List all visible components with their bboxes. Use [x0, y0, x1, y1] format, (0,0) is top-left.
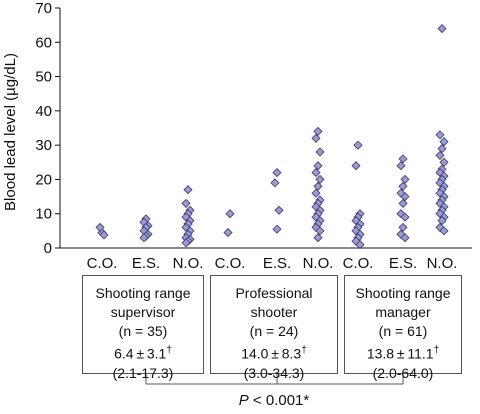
data-point	[435, 150, 445, 160]
dagger-mark: †	[433, 345, 440, 356]
data-point	[437, 144, 447, 154]
data-point	[398, 181, 408, 191]
data-point	[398, 198, 408, 208]
data-point	[437, 216, 447, 226]
group-name-line1: Shooting range	[95, 285, 191, 301]
y-tick-label: 50	[35, 69, 52, 86]
group-box-supervisor: Shooting range supervisor (n = 35) 6.4 ±…	[82, 275, 204, 381]
data-point	[396, 188, 406, 198]
category-label: C.O.	[87, 255, 118, 272]
data-point	[439, 137, 449, 147]
data-point	[435, 130, 445, 140]
data-point	[313, 233, 323, 243]
y-tick-label: 40	[35, 103, 52, 120]
data-point	[313, 161, 323, 171]
data-point	[400, 233, 410, 243]
data-point	[274, 205, 284, 215]
data-point	[439, 157, 449, 167]
category-label: C.O.	[343, 255, 374, 272]
data-point	[400, 212, 410, 222]
data-point	[355, 240, 365, 250]
category-label: C.O.	[215, 255, 246, 272]
group-name-line1: Shooting range	[355, 285, 451, 301]
data-point	[181, 198, 191, 208]
data-point	[435, 198, 445, 208]
data-point	[396, 161, 406, 171]
y-tick-label: 20	[35, 171, 52, 188]
y-axis-label: Blood lead level (µg/dL)	[2, 53, 19, 211]
data-point	[351, 161, 361, 171]
data-point	[181, 222, 191, 232]
data-point	[225, 209, 235, 219]
data-point	[99, 230, 109, 240]
p-value-text: < 0.001*	[248, 392, 310, 409]
data-point	[311, 188, 321, 198]
group-mean: 14.0 ± 8.3	[241, 345, 302, 362]
data-point	[270, 178, 280, 188]
data-point	[311, 168, 321, 178]
y-tick-label: 70	[35, 0, 52, 17]
group-name-line2: shooter	[250, 304, 298, 320]
data-point	[181, 238, 191, 248]
data-point	[353, 140, 363, 150]
data-point	[439, 226, 449, 236]
data-point	[181, 212, 191, 222]
data-point	[435, 222, 445, 232]
group-box-manager: Shooting range manager (n = 61) 13.8 ± 1…	[344, 275, 462, 381]
group-name-line2: manager	[375, 304, 431, 320]
data-point	[311, 133, 321, 143]
group-name-line1: Professional	[235, 285, 313, 301]
data-point	[396, 229, 406, 239]
group-mean: 6.4 ± 3.1	[114, 345, 167, 362]
data-point	[398, 222, 408, 232]
data-point	[313, 181, 323, 191]
group-box-professional-shooter: Professional shooter (n = 24) 14.0 ± 8.3…	[210, 275, 338, 381]
y-tick-label: 60	[35, 34, 52, 51]
data-point	[272, 224, 282, 234]
y-ticks: 0 10 20 30 40 50 60 70	[35, 0, 60, 257]
data-point	[315, 226, 325, 236]
y-tick-label: 30	[35, 137, 52, 154]
data-point	[313, 126, 323, 136]
group-n: (n = 35)	[118, 323, 168, 339]
group-bracket	[145, 374, 404, 385]
y-tick-label: 0	[44, 240, 52, 257]
data-point	[315, 174, 325, 184]
data-point	[351, 236, 361, 246]
group-name-line2: supervisor	[110, 304, 176, 320]
data-point	[315, 147, 325, 157]
data-point	[400, 174, 410, 184]
group-n: (n = 24)	[249, 323, 299, 339]
category-label: N.O.	[427, 255, 458, 272]
group-mean: 13.8 ± 11.1	[366, 345, 434, 362]
data-points	[95, 24, 449, 250]
p-value-label: P < 0.001*	[0, 392, 480, 409]
group-range: (2.1-17.3)	[112, 364, 174, 381]
category-label: N.O.	[173, 255, 204, 272]
data-point	[95, 222, 105, 232]
data-point	[435, 188, 445, 198]
data-point	[400, 192, 410, 202]
data-point	[311, 212, 321, 222]
data-point	[398, 154, 408, 164]
group-n: (n = 61)	[378, 323, 428, 339]
data-point	[183, 185, 193, 195]
data-point	[139, 233, 149, 243]
data-point	[311, 222, 321, 232]
y-tick-label: 10	[35, 206, 52, 223]
group-range: (2.0-64.0)	[372, 364, 434, 381]
category-label: E.S.	[263, 255, 291, 272]
p-symbol: P	[238, 392, 249, 409]
category-label: E.S.	[132, 255, 160, 272]
dagger-mark: †	[301, 345, 307, 356]
group-range: (3.0-34.3)	[243, 364, 305, 381]
data-point	[437, 24, 447, 34]
category-labels: C.O. E.S. N.O. C.O. E.S. N.O. C.O. E.S. N.O.	[87, 255, 458, 272]
dagger-mark: †	[166, 345, 172, 356]
data-point	[272, 168, 282, 178]
category-label: N.O.	[303, 255, 334, 272]
category-label: E.S.	[389, 255, 417, 272]
data-point	[223, 228, 233, 238]
